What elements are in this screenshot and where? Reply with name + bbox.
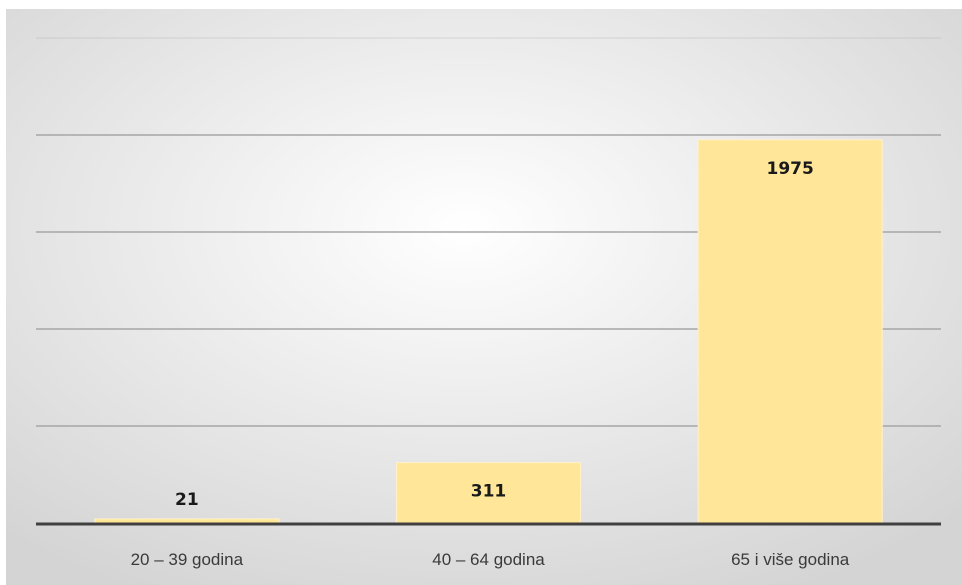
data-label: 1975 bbox=[767, 159, 814, 179]
data-label: 311 bbox=[471, 482, 507, 502]
data-labels: 21 311 1975 bbox=[175, 159, 814, 510]
x-tick-label: 40 – 64 godina bbox=[432, 550, 545, 569]
x-tick-labels: 20 – 39 godina 40 – 64 godina 65 i više go… bbox=[131, 550, 850, 569]
bars bbox=[94, 139, 883, 524]
bar-3 bbox=[697, 139, 883, 524]
bar-1 bbox=[94, 518, 280, 524]
x-tick-label: 65 i više godina bbox=[731, 550, 850, 569]
x-tick-label: 20 – 39 godina bbox=[131, 550, 244, 569]
data-label: 21 bbox=[175, 490, 199, 510]
